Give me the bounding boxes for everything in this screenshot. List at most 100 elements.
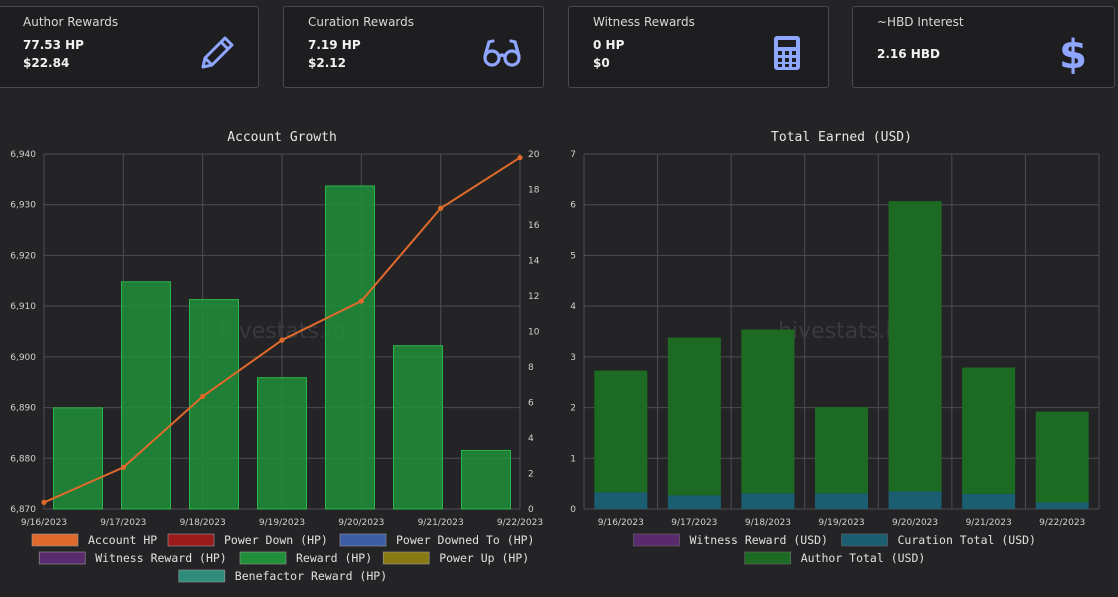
legend-swatch [744, 551, 792, 565]
y-tick-label: 6,880 [10, 454, 36, 464]
svg-text:$: $ [1059, 32, 1087, 74]
x-tick-label: 9/17/2023 [100, 518, 146, 528]
bar-curation-total-usd [1035, 502, 1089, 509]
card-title: Witness Rewards [593, 15, 695, 29]
card-value-hbd: 2.16 HBD [877, 47, 940, 61]
card-title: Author Rewards [23, 15, 119, 29]
point-account-hp [358, 298, 364, 304]
x-tick-label: 9/18/2023 [180, 518, 226, 528]
y2-tick-label: 0 [528, 505, 534, 515]
legend-swatch [239, 551, 287, 565]
bar-reward-hp [53, 407, 103, 510]
bar-reward-hp [393, 345, 443, 510]
chart-title: Account Growth [227, 130, 337, 145]
point-account-hp [200, 393, 206, 400]
legend-swatch [167, 533, 215, 547]
y-tick-label: 0 [570, 505, 576, 515]
witness-rewards-card: Witness Rewards 0 HP $0 [568, 6, 829, 88]
card-value-usd: $22.84 [23, 56, 70, 70]
bar-author-total-usd [962, 367, 1016, 494]
legend-swatch [633, 533, 680, 547]
x-tick-label: 9/21/2023 [966, 518, 1012, 528]
legend-label: Power Down (HP) [224, 533, 328, 547]
legend-label: Witness Reward (USD) [690, 533, 828, 547]
bar-curation-total-usd [741, 493, 795, 509]
card-value-hp: 77.53 HP [23, 38, 84, 52]
point-account-hp [41, 499, 47, 506]
y-tick-label: 6,900 [10, 353, 36, 363]
total-earned-chart: Total Earned (USD) 0 1 2 3 4 5 6 7 9/16/2023 9/17/… [570, 130, 1100, 565]
y2-tick-label: 4 [528, 434, 534, 444]
y-tick-label: 5 [570, 251, 576, 261]
y-tick-label: 4 [570, 302, 576, 312]
card-title: Curation Rewards [308, 15, 415, 29]
y2-tick-label: 18 [528, 186, 540, 196]
calculator-icon [774, 36, 800, 70]
x-tick-label: 9/20/2023 [338, 518, 384, 528]
y-tick-label: 6,920 [10, 251, 36, 261]
y-tick-label: 6 [570, 201, 576, 211]
bar-reward-hp [461, 449, 511, 510]
legend-label: Power Downed To (HP) [396, 533, 534, 547]
hbd-interest-card: ~HBD Interest 2.16 HBD $ [852, 6, 1115, 88]
bar-curation-total-usd [888, 491, 942, 509]
card-title: ~HBD Interest [877, 15, 964, 29]
legend-swatch [841, 533, 888, 547]
card-value-usd: $2.12 [308, 56, 346, 70]
card-value-usd: $0 [593, 56, 610, 70]
watermark: hivestats.io [778, 319, 905, 344]
y2-tick-label: 14 [528, 257, 540, 267]
legend-label: Account HP [88, 533, 157, 547]
x-tick-label: 9/16/2023 [21, 518, 67, 528]
legend-label: Author Total (USD) [801, 551, 926, 565]
author-rewards-card: Author Rewards 77.53 HP $22.84 [0, 6, 259, 88]
bar-reward-hp [121, 281, 171, 510]
y-tick-label: 7 [570, 150, 576, 160]
legend-label: Benefactor Reward (HP) [235, 569, 387, 583]
y2-tick-label: 16 [528, 221, 540, 231]
bar-reward-hp [325, 185, 375, 510]
dollar-icon: $ [1059, 32, 1087, 74]
y2-tick-label: 10 [528, 328, 540, 338]
legend-label: Witness Reward (HP) [95, 551, 227, 565]
x-tick-label: 9/22/2023 [1039, 518, 1085, 528]
bar-reward-hp [189, 299, 239, 510]
curation-rewards-card: Curation Rewards 7.19 HP $2.12 [283, 6, 544, 88]
glasses-icon [483, 39, 521, 67]
bar-curation-total-usd [815, 493, 868, 509]
x-tick-label: 9/20/2023 [892, 518, 938, 528]
bar-curation-total-usd [962, 493, 1016, 509]
bar-reward-hp [257, 377, 307, 510]
point-account-hp [279, 337, 285, 343]
x-tick-label: 9/16/2023 [598, 518, 644, 528]
bar-curation-total-usd [594, 492, 648, 509]
y-tick-label: 6,930 [10, 201, 36, 211]
card-value-hp: 0 HP [593, 38, 625, 52]
y2-tick-label: 2 [528, 470, 534, 480]
bar-author-total-usd [741, 329, 795, 494]
bar-author-total-usd [594, 370, 648, 493]
y2-tick-label: 6 [528, 399, 534, 409]
y2-tick-label: 12 [528, 292, 539, 302]
bar-author-total-usd [815, 407, 868, 494]
y-tick-label: 3 [570, 353, 576, 363]
x-tick-label: 9/18/2023 [745, 518, 791, 528]
point-account-hp [120, 464, 126, 471]
y-tick-label: 6,910 [10, 302, 36, 312]
pencil-icon [201, 36, 234, 69]
y-tick-label: 6,890 [10, 404, 36, 414]
account-growth-chart: Account Growth 6,870 6,880 6,890 6,900 6,910 6… [10, 130, 543, 583]
legend-swatch [339, 533, 387, 547]
y-tick-label: 1 [570, 454, 576, 464]
chart-title: Total Earned (USD) [771, 130, 912, 145]
x-tick-label: 9/22/2023 [497, 518, 543, 528]
bar-curation-total-usd [667, 495, 721, 509]
legend-label: Power Up (HP) [439, 551, 529, 565]
legend-swatch [178, 569, 226, 583]
bar-author-total-usd [1035, 411, 1089, 503]
x-tick-label: 9/19/2023 [259, 518, 305, 528]
bar-author-total-usd [667, 337, 721, 496]
card-value-hp: 7.19 HP [308, 38, 361, 52]
legend-label: Curation Total (USD) [898, 533, 1036, 547]
